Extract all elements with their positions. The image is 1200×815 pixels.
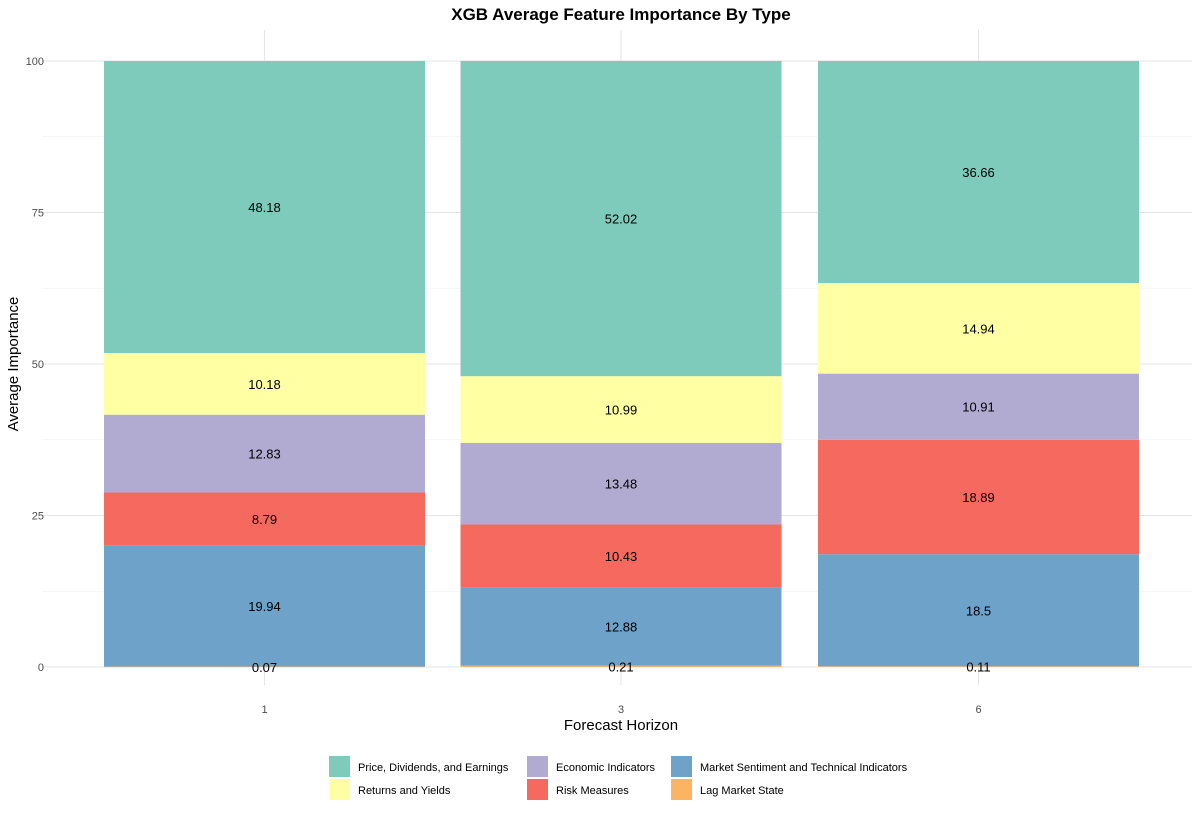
data-label: 52.02 <box>605 212 638 227</box>
bar-segment <box>460 587 782 666</box>
bar-segment <box>818 283 1139 374</box>
data-label: 12.83 <box>248 447 281 462</box>
legend-swatch <box>329 756 350 777</box>
data-label: 12.88 <box>605 620 638 635</box>
data-label: 48.18 <box>248 200 281 215</box>
bar-segment <box>460 376 782 443</box>
bar-segment <box>104 545 425 667</box>
bar-segment <box>818 60 1139 284</box>
bar-segment <box>460 524 782 588</box>
data-label: 14.94 <box>962 321 995 336</box>
bar-segment <box>460 665 782 667</box>
data-label: 10.91 <box>962 400 995 415</box>
data-label: 10.18 <box>248 377 281 392</box>
y-tick-label: 75 <box>32 208 44 220</box>
y-tick-label: 0 <box>38 662 44 674</box>
bar-segment <box>818 666 1139 667</box>
data-labels: 0.07 19.94 8.79 12.83 10.18 48.18 0.21 12.88 10.… <box>248 165 995 675</box>
y-axis-title: Average Importance <box>5 297 22 432</box>
bar-segment <box>104 414 425 493</box>
data-label: 36.66 <box>962 165 995 180</box>
legend-label: Returns and Yields <box>358 785 451 797</box>
bar-segment <box>460 60 782 377</box>
bar-segment <box>104 61 425 354</box>
legend-swatch <box>671 779 692 800</box>
bar-segment <box>818 439 1139 555</box>
legend-swatch <box>527 779 548 800</box>
legend-swatch <box>671 756 692 777</box>
legend-label: Economic Indicators <box>556 762 656 774</box>
x-tick-label: 6 <box>975 704 981 716</box>
y-tick-label: 50 <box>32 359 44 371</box>
y-tick-label: 100 <box>26 56 44 68</box>
legend-label: Market Sentiment and Technical Indicator… <box>700 762 908 774</box>
x-tick-label: 3 <box>618 704 624 716</box>
chart-title: XGB Average Feature Importance By Type <box>451 5 790 24</box>
x-tick-label: 1 <box>261 704 267 716</box>
x-axis-ticks: 1 3 6 <box>261 704 981 716</box>
data-label: 0.07 <box>252 660 277 675</box>
data-label: 19.94 <box>248 599 281 614</box>
legend: Price, Dividends, and Earnings Returns an… <box>329 756 908 800</box>
x-axis-title: Forecast Horizon <box>564 717 678 734</box>
data-label: 10.43 <box>605 549 638 564</box>
legend-swatch <box>527 756 548 777</box>
legend-label: Lag Market State <box>700 785 784 797</box>
data-label: 18.89 <box>962 490 995 505</box>
bar-segment <box>104 492 425 546</box>
data-label: 10.99 <box>605 402 638 417</box>
bar-segment <box>818 373 1139 440</box>
y-axis-ticks: 0 25 50 75 100 <box>26 56 44 674</box>
legend-swatch <box>329 779 350 800</box>
bar-segment <box>460 442 782 525</box>
y-tick-label: 25 <box>32 511 44 523</box>
legend-label: Price, Dividends, and Earnings <box>358 762 509 774</box>
data-label: 8.79 <box>252 512 277 527</box>
bars <box>104 60 1139 668</box>
legend-label: Risk Measures <box>556 785 629 797</box>
data-label: 0.21 <box>608 659 633 674</box>
bar-segment <box>818 554 1139 667</box>
data-label: 0.11 <box>966 660 990 675</box>
bar-segment <box>104 666 425 668</box>
data-label: 13.48 <box>605 477 638 492</box>
bar-segment <box>104 353 425 415</box>
data-label: 18.5 <box>966 603 991 618</box>
